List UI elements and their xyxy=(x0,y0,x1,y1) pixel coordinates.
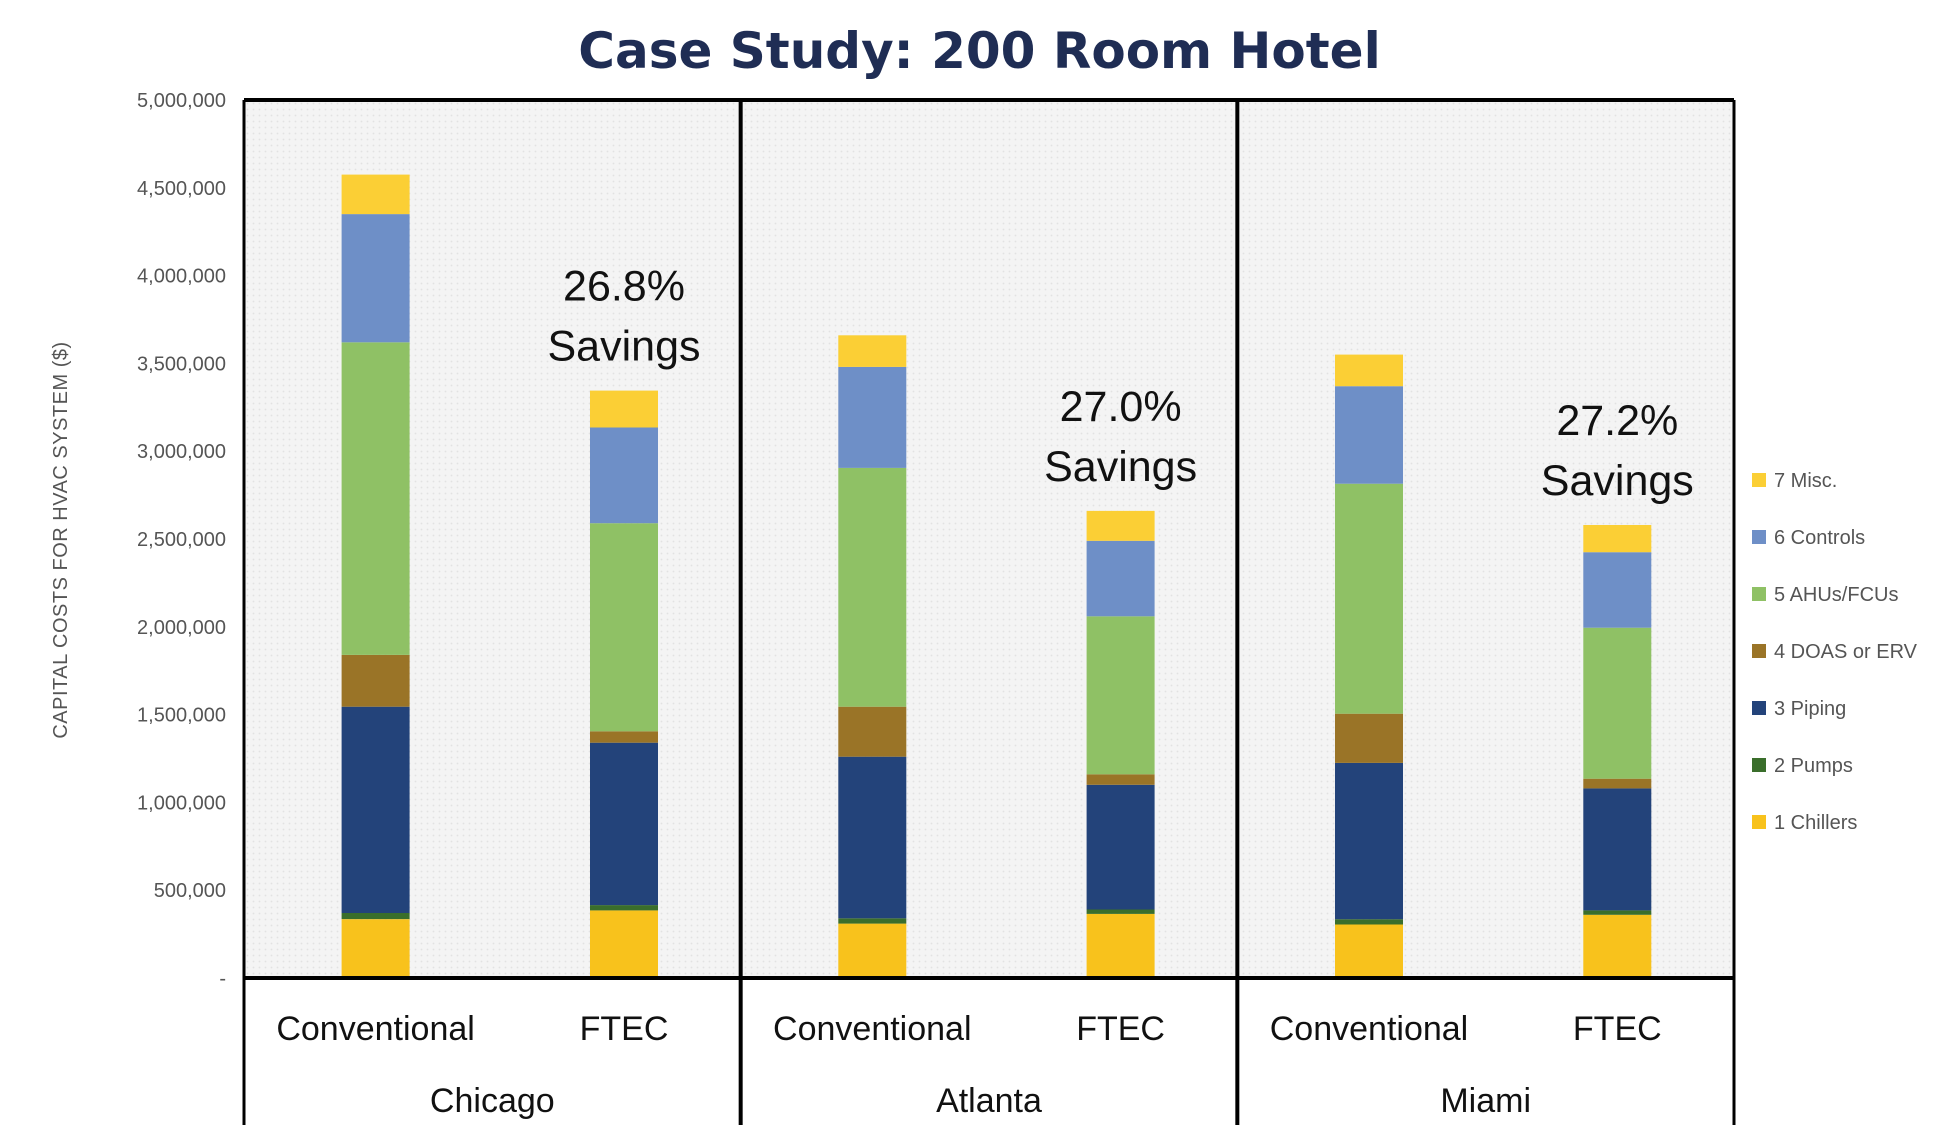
legend-label-pumps: 2 Pumps xyxy=(1774,755,1853,777)
y-tick-label: 2,500,000 xyxy=(137,529,226,551)
x-axis: Conventional FTEC Chicago Conventional FTEC A… xyxy=(276,1010,1661,1120)
y-axis-title: CAPITAL COSTS FOR HVAC SYSTEM ($) xyxy=(50,341,72,738)
bar-segment-doas-or-erv-4 xyxy=(1335,713,1403,763)
bar-segment-piping-0 xyxy=(341,706,410,913)
plot-background xyxy=(244,100,1734,978)
y-tick-label: 3,500,000 xyxy=(137,353,226,375)
legend-swatch-doas-or-erv xyxy=(1752,644,1766,658)
bar-segment-controls-0 xyxy=(341,214,410,343)
bar-segment-chillers-5 xyxy=(1583,914,1652,978)
bar-segment-doas-or-erv-0 xyxy=(341,654,410,707)
bar-segment-misc--3 xyxy=(1086,510,1155,541)
bar-segment-doas-or-erv-3 xyxy=(1086,774,1155,785)
bar-segment-piping-3 xyxy=(1086,784,1155,910)
legend-swatch-ahus-fcus xyxy=(1752,587,1766,601)
legend-label-doas-or-erv: 4 DOAS or ERV xyxy=(1774,641,1918,663)
plot-frame xyxy=(242,98,1736,1125)
bar-segment-doas-or-erv-2 xyxy=(838,706,907,757)
x-category-label: FTEC xyxy=(1573,1010,1662,1048)
bar-segment-pumps-1 xyxy=(590,905,658,911)
bar-segment-misc--0 xyxy=(341,174,410,215)
y-tick-label: 1,000,000 xyxy=(137,792,226,814)
bar-segment-controls-5 xyxy=(1583,552,1652,628)
bar-segment-piping-2 xyxy=(838,756,907,919)
x-category-label: Conventional xyxy=(276,1010,474,1048)
y-tick-label: 500,000 xyxy=(154,880,226,902)
savings-word-atlanta: Savings xyxy=(1044,443,1197,491)
bar-segment-misc--4 xyxy=(1335,354,1403,387)
bar-segment-chillers-2 xyxy=(838,923,907,978)
bar-segment-ahus-fcus-0 xyxy=(341,342,410,655)
x-group-label-atlanta: Atlanta xyxy=(936,1082,1042,1120)
y-tick-label: - xyxy=(219,968,226,990)
bar-segment-pumps-5 xyxy=(1583,910,1652,915)
y-tick-label: 3,000,000 xyxy=(137,441,226,463)
x-category-label: FTEC xyxy=(580,1010,669,1048)
bar-segment-piping-5 xyxy=(1583,788,1652,911)
legend-swatch-misc- xyxy=(1752,473,1766,487)
bar-segment-piping-4 xyxy=(1335,762,1403,920)
x-category-label: FTEC xyxy=(1076,1010,1165,1048)
bar-segment-misc--1 xyxy=(590,390,658,428)
legend-label-misc-: 7 Misc. xyxy=(1774,470,1837,492)
bar-segment-pumps-3 xyxy=(1086,909,1155,914)
bar-segment-ahus-fcus-1 xyxy=(590,523,658,732)
bar-segment-doas-or-erv-1 xyxy=(590,731,658,743)
bar-segment-chillers-3 xyxy=(1086,913,1155,978)
x-group-label-miami: Miami xyxy=(1440,1082,1531,1120)
bar-segment-controls-4 xyxy=(1335,386,1403,484)
bar-segment-chillers-4 xyxy=(1335,924,1403,978)
bar-segment-controls-3 xyxy=(1086,540,1155,617)
legend-label-chillers: 1 Chillers xyxy=(1774,812,1857,834)
legend-swatch-controls xyxy=(1752,530,1766,544)
x-group-label-chicago: Chicago xyxy=(430,1082,555,1120)
bar-segment-piping-1 xyxy=(590,742,658,906)
y-tick-label: 2,000,000 xyxy=(137,617,226,639)
bar-segment-misc--5 xyxy=(1583,525,1652,553)
bar-segment-ahus-fcus-2 xyxy=(838,467,907,707)
legend: 7 Misc. 6 Controls 5 AHUs/FCUs 4 DOAS or ER… xyxy=(1752,470,1918,834)
bar-segment-chillers-1 xyxy=(590,910,658,978)
bar-segment-pumps-4 xyxy=(1335,919,1403,925)
bar-segment-controls-2 xyxy=(838,366,907,468)
y-tick-label: 5,000,000 xyxy=(137,90,226,112)
bar-segment-pumps-0 xyxy=(341,913,410,920)
bar-segment-doas-or-erv-5 xyxy=(1583,778,1652,789)
y-tick-label: 4,000,000 xyxy=(137,266,226,288)
savings-percent-chicago: 26.8% xyxy=(563,263,685,311)
savings-word-chicago: Savings xyxy=(548,323,701,371)
bar-segment-misc--2 xyxy=(838,335,907,367)
bar-segment-ahus-fcus-4 xyxy=(1335,483,1403,714)
x-category-label: Conventional xyxy=(1270,1010,1468,1048)
legend-swatch-chillers xyxy=(1752,815,1766,829)
legend-label-piping: 3 Piping xyxy=(1774,698,1846,720)
y-tick-label: 4,500,000 xyxy=(137,178,226,200)
savings-percent-atlanta: 27.0% xyxy=(1060,383,1182,431)
bar-segment-ahus-fcus-3 xyxy=(1086,616,1155,775)
bar-segment-pumps-2 xyxy=(838,918,907,924)
bars-layer xyxy=(341,174,1652,978)
y-axis: - 500,000 1,000,000 1,500,000 2,000,000 2,500… xyxy=(137,90,226,990)
savings-annotations: 26.8% Savings 27.0% Savings 27.2% Savings xyxy=(548,263,1694,505)
x-category-label: Conventional xyxy=(773,1010,971,1048)
legend-label-ahus-fcus: 5 AHUs/FCUs xyxy=(1774,584,1898,606)
y-tick-label: 1,500,000 xyxy=(137,705,226,727)
legend-label-controls: 6 Controls xyxy=(1774,527,1865,549)
bar-segment-ahus-fcus-5 xyxy=(1583,627,1652,779)
legend-swatch-piping xyxy=(1752,701,1766,715)
savings-percent-miami: 27.2% xyxy=(1556,397,1678,445)
legend-swatch-pumps xyxy=(1752,758,1766,772)
chart-title: Case Study: 200 Room Hotel xyxy=(578,22,1381,80)
bar-segment-controls-1 xyxy=(590,427,658,524)
bar-segment-chillers-0 xyxy=(341,919,410,978)
savings-word-miami: Savings xyxy=(1541,457,1694,505)
